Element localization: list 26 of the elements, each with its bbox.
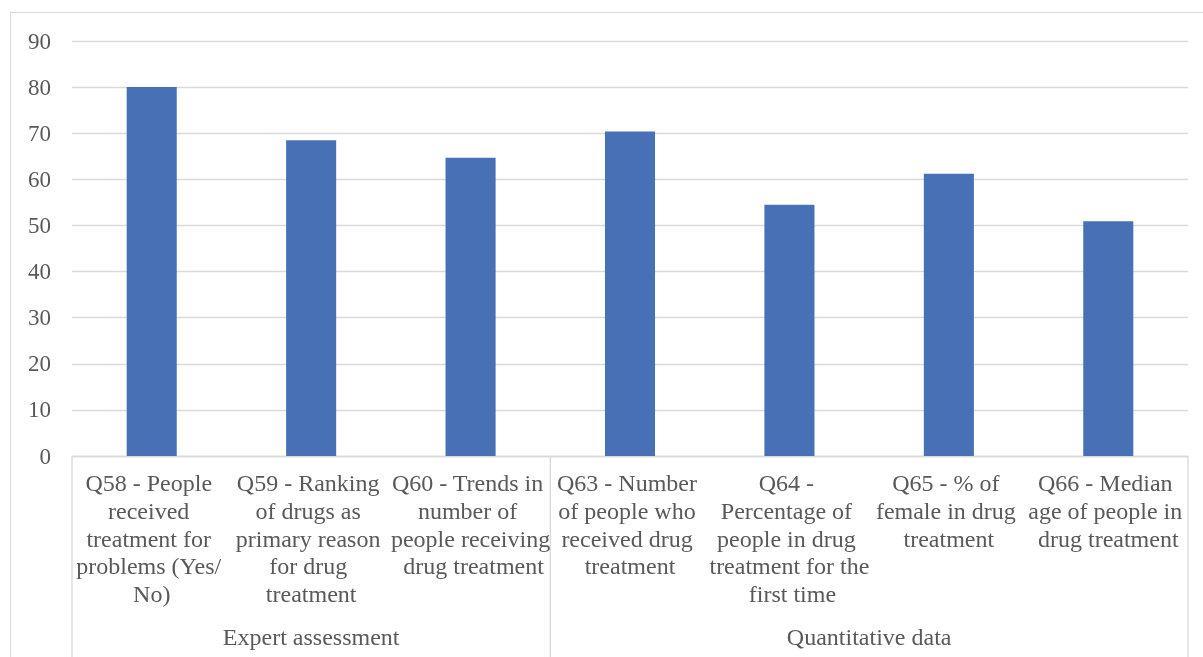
y-tick-label: 60 <box>28 166 51 192</box>
x-tick-label: Q66 - Median age of people in drug treatment <box>1028 469 1189 552</box>
y-tick-label: 90 <box>28 28 51 54</box>
bar <box>286 140 337 456</box>
x-tick-label: Q58 - People received treatment for problems (Yes/ No) <box>76 469 228 608</box>
x-tick-label: Q63 - Number of people who received drug treatment <box>557 469 703 580</box>
text: Expert assessment <box>222 624 400 650</box>
y-tick-label: 40 <box>28 259 51 285</box>
x-tick-label: Q59 - Ranking of drugs as primary reason for drug treatment <box>235 469 387 608</box>
y-tick-label: 70 <box>28 120 51 146</box>
y-tick-label: 10 <box>28 397 51 423</box>
bar <box>604 131 656 456</box>
y-tick-label: 20 <box>28 351 51 377</box>
x-tick-label: Q64 - Percentage of people in drug treatment for the first time <box>709 469 870 608</box>
y-tick-label: 30 <box>28 305 51 331</box>
bar <box>764 204 815 456</box>
bar <box>126 87 177 456</box>
text: Quantitative data <box>786 624 952 650</box>
y-tick-label: 0 <box>39 443 51 469</box>
x-tick-label: Q60 - Trends in number of people receiving drug treatment <box>390 469 551 580</box>
x-tick-label: Q65 - % of female in drug treatment <box>875 469 1022 552</box>
y-tick-label: 80 <box>28 74 51 100</box>
bar <box>445 157 496 456</box>
y-tick-label: 50 <box>28 212 51 238</box>
bar <box>923 173 974 456</box>
bar <box>1083 221 1134 456</box>
